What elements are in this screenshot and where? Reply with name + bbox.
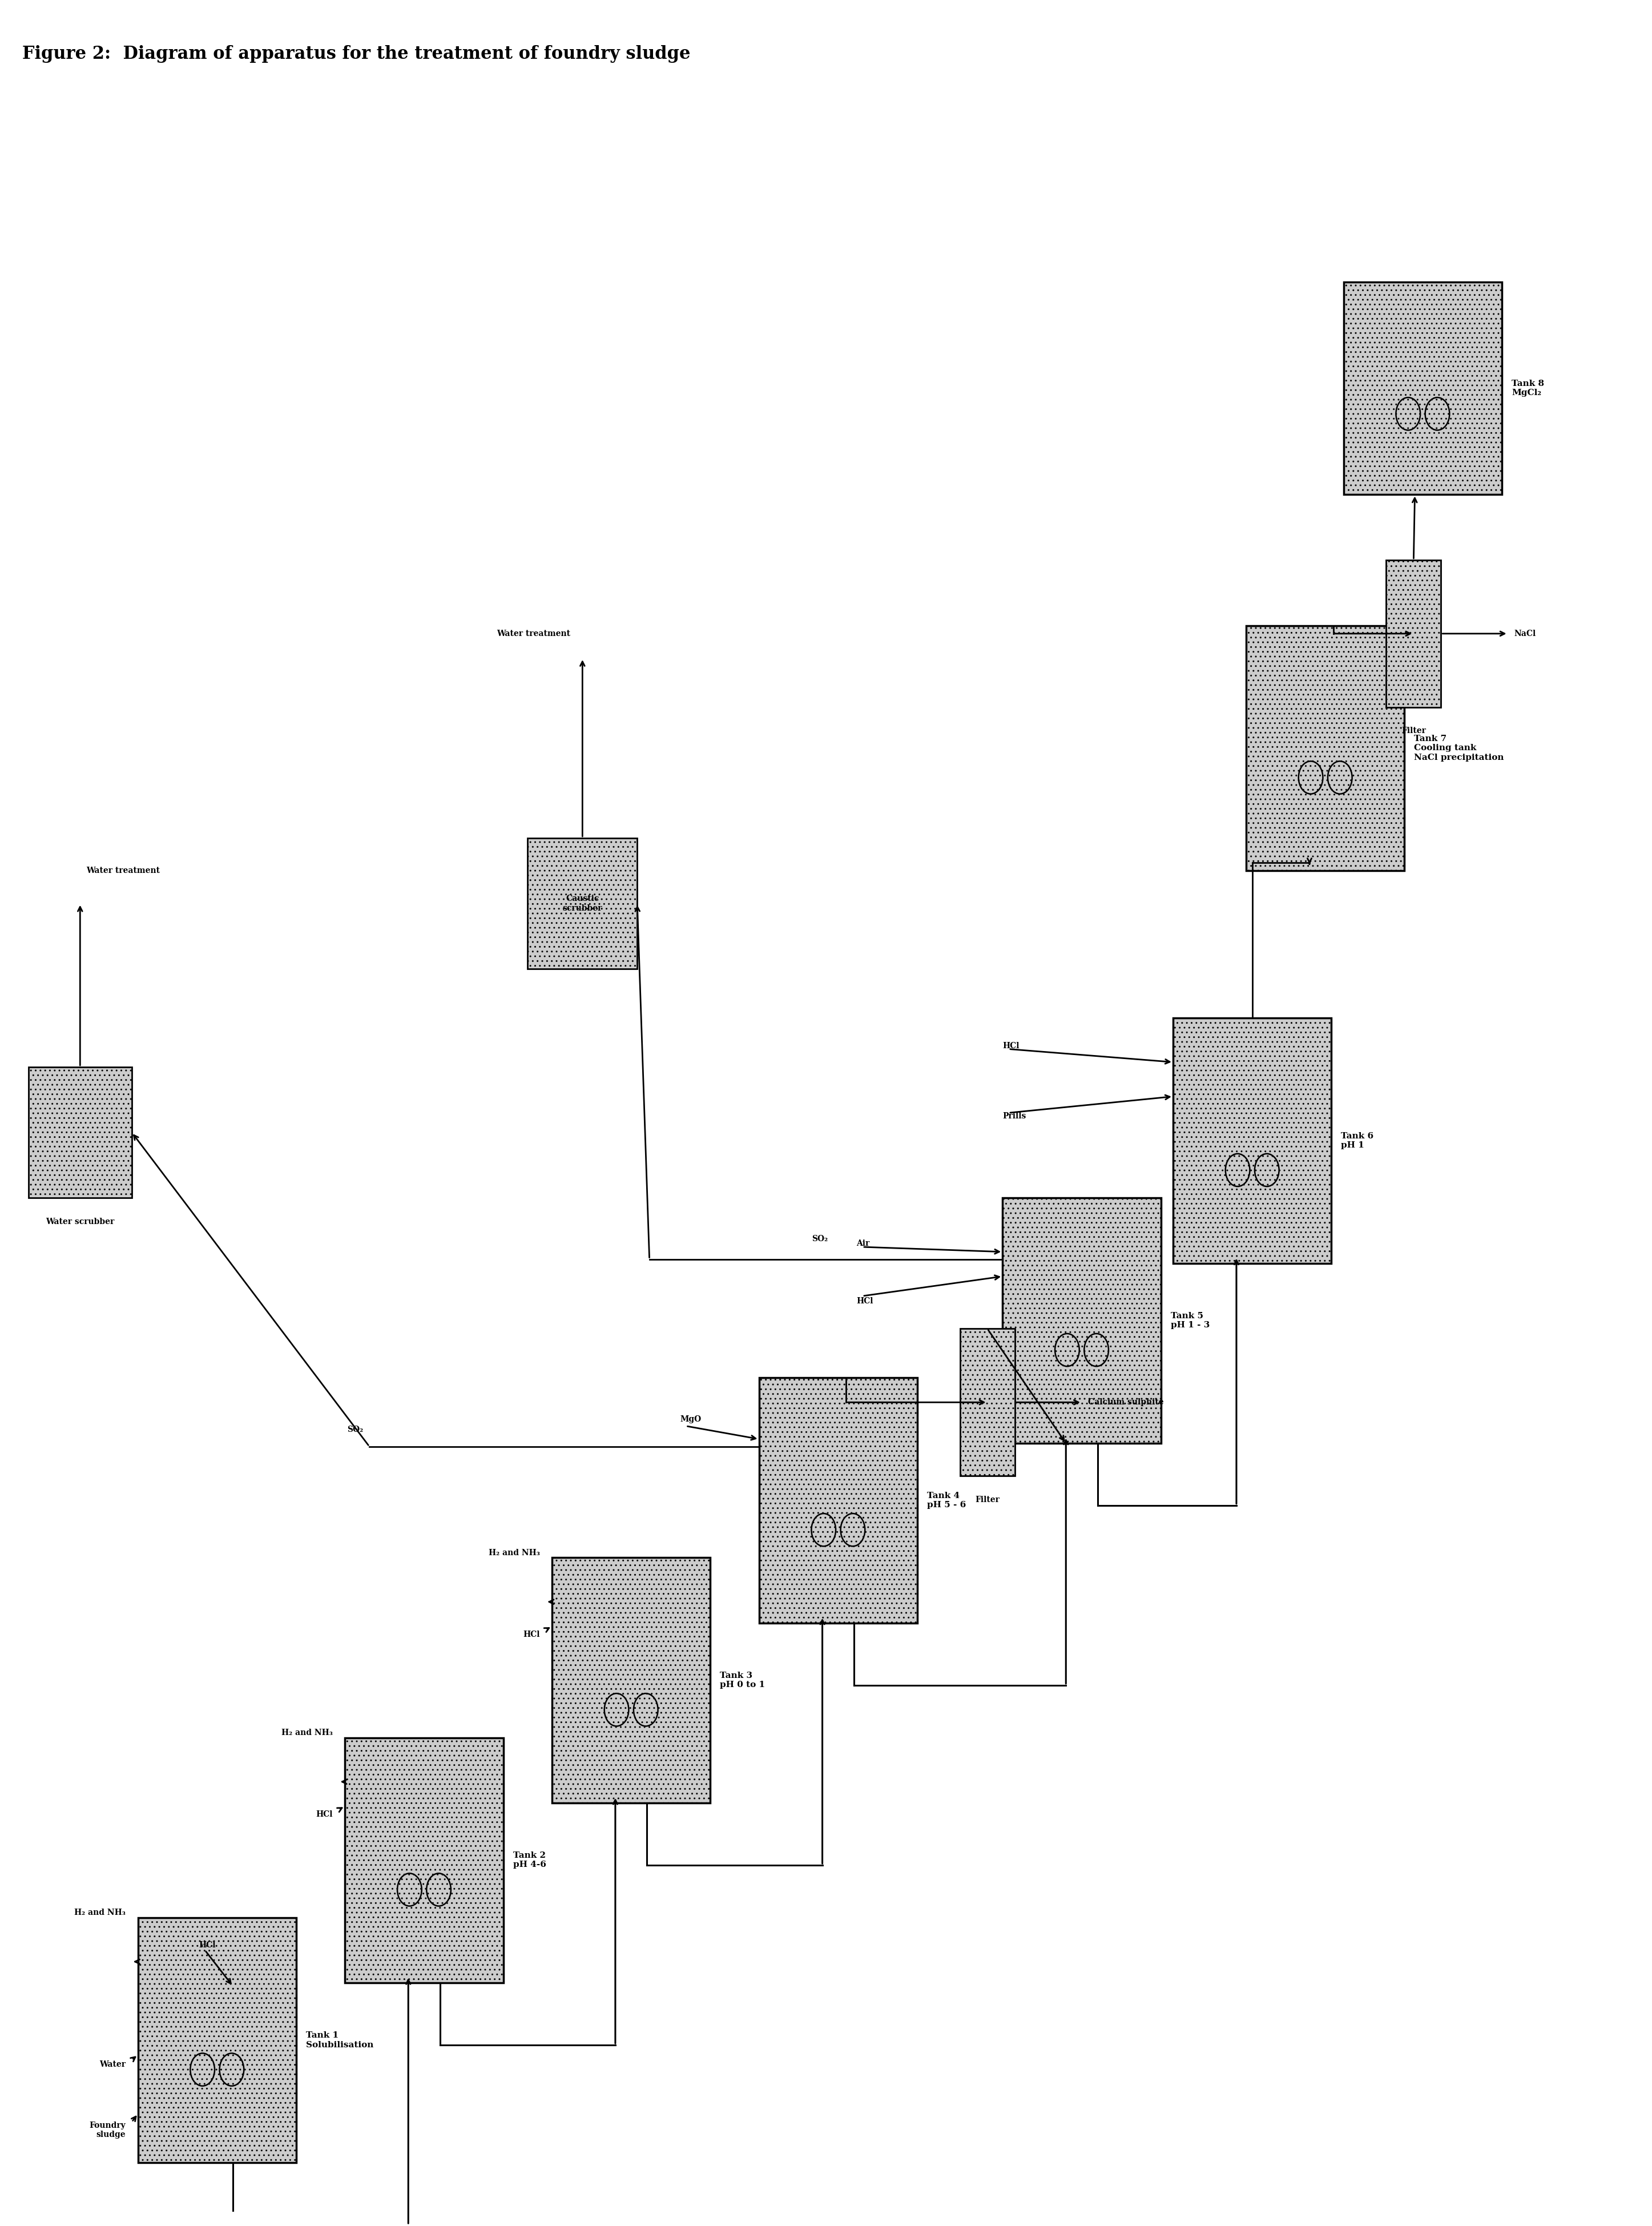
- Text: Water: Water: [99, 2061, 126, 2068]
- Bar: [552, 1558, 710, 1803]
- Text: H₂ and NH₃: H₂ and NH₃: [74, 1908, 126, 1917]
- Text: SO₂: SO₂: [347, 1425, 363, 1434]
- Text: H₂ and NH₃: H₂ and NH₃: [489, 1549, 540, 1556]
- Text: Tank 4
pH 5 - 6: Tank 4 pH 5 - 6: [927, 1491, 966, 1509]
- Text: HCl: HCl: [524, 1632, 540, 1638]
- Bar: [1343, 283, 1502, 494]
- Text: Water scrubber: Water scrubber: [46, 1218, 114, 1227]
- Text: Prills: Prills: [1003, 1113, 1026, 1120]
- Text: Water treatment: Water treatment: [86, 866, 160, 875]
- Text: NaCl: NaCl: [1515, 630, 1536, 637]
- Text: Tank 6
pH 1: Tank 6 pH 1: [1341, 1133, 1374, 1149]
- Text: Foundry
sludge: Foundry sludge: [89, 2121, 126, 2139]
- Bar: [1003, 1198, 1161, 1442]
- Text: H₂ and NH₃: H₂ and NH₃: [281, 1730, 332, 1736]
- Text: MgO: MgO: [681, 1416, 700, 1422]
- Text: Figure 2:  Diagram of apparatus for the treatment of foundry sludge: Figure 2: Diagram of apparatus for the t…: [21, 45, 691, 62]
- Text: Tank 3
pH 0 to 1: Tank 3 pH 0 to 1: [720, 1672, 765, 1690]
- Text: SO₂: SO₂: [811, 1235, 828, 1242]
- Text: Tank 5
pH 1 - 3: Tank 5 pH 1 - 3: [1171, 1311, 1209, 1329]
- Bar: [1386, 561, 1441, 708]
- Bar: [1173, 1017, 1332, 1264]
- Text: Caustic
scrubber: Caustic scrubber: [563, 895, 603, 913]
- Text: Calcium sulphite: Calcium sulphite: [1087, 1398, 1163, 1407]
- Text: Water treatment: Water treatment: [497, 630, 570, 637]
- Text: Tank 7
Cooling tank
NaCl precipitation: Tank 7 Cooling tank NaCl precipitation: [1414, 735, 1503, 761]
- Bar: [137, 1917, 296, 2164]
- Bar: [1246, 626, 1404, 870]
- Bar: [28, 1066, 132, 1198]
- Bar: [960, 1329, 1014, 1476]
- Text: Tank 2
pH 4-6: Tank 2 pH 4-6: [514, 1852, 547, 1870]
- Text: HCl: HCl: [1003, 1042, 1019, 1051]
- Text: HCl: HCl: [856, 1298, 874, 1304]
- Text: HCl: HCl: [316, 1810, 332, 1819]
- Text: Filter: Filter: [1401, 728, 1426, 735]
- Text: Filter: Filter: [975, 1496, 999, 1503]
- Text: HCl: HCl: [198, 1941, 216, 1950]
- Text: Air: Air: [856, 1240, 869, 1247]
- Text: Tank 8
MgCl₂: Tank 8 MgCl₂: [1512, 381, 1545, 396]
- Bar: [758, 1378, 917, 1623]
- Bar: [527, 837, 638, 968]
- Text: Tank 1
Solubilisation: Tank 1 Solubilisation: [306, 2032, 373, 2048]
- Bar: [345, 1739, 504, 1983]
